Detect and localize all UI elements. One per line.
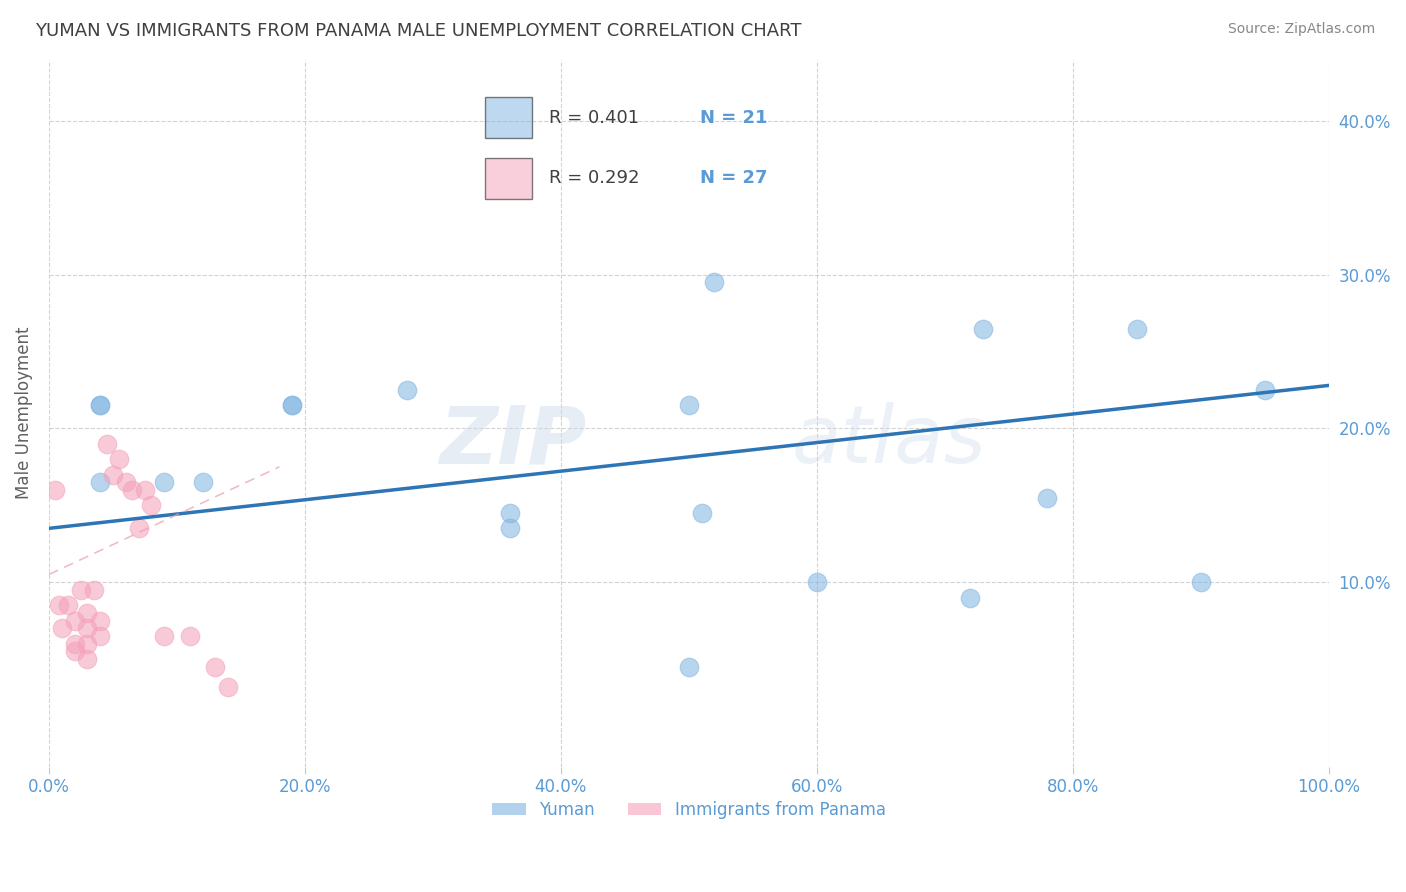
Point <box>89 398 111 412</box>
Point <box>703 276 725 290</box>
Point <box>83 582 105 597</box>
Point <box>89 629 111 643</box>
Point <box>806 575 828 590</box>
Point <box>499 521 522 535</box>
Point <box>204 659 226 673</box>
Text: R = 0.292: R = 0.292 <box>548 169 640 187</box>
Legend: Yuman, Immigrants from Panama: Yuman, Immigrants from Panama <box>485 794 893 825</box>
Point <box>76 637 98 651</box>
Point <box>101 467 124 482</box>
Point <box>63 637 86 651</box>
Point <box>678 659 700 673</box>
Point <box>76 606 98 620</box>
Point <box>217 680 239 694</box>
Point <box>108 452 131 467</box>
Point <box>141 498 163 512</box>
Text: N = 27: N = 27 <box>700 169 768 187</box>
Point <box>153 629 176 643</box>
Point <box>396 383 419 397</box>
Point <box>179 629 201 643</box>
Point <box>134 483 156 497</box>
Point <box>972 321 994 335</box>
Point <box>959 591 981 605</box>
Y-axis label: Male Unemployment: Male Unemployment <box>15 326 32 500</box>
Point <box>89 614 111 628</box>
Point <box>1254 383 1277 397</box>
Point <box>281 398 304 412</box>
FancyBboxPatch shape <box>485 158 531 199</box>
Point <box>70 582 93 597</box>
Point <box>96 437 118 451</box>
Text: atlas: atlas <box>792 402 986 481</box>
Point <box>56 598 79 612</box>
Point <box>191 475 214 490</box>
Text: R = 0.401: R = 0.401 <box>548 109 638 127</box>
Point <box>76 652 98 666</box>
Point <box>281 398 304 412</box>
Text: N = 21: N = 21 <box>700 109 768 127</box>
Point <box>51 621 73 635</box>
Point <box>121 483 143 497</box>
Point <box>89 398 111 412</box>
Text: Source: ZipAtlas.com: Source: ZipAtlas.com <box>1227 22 1375 37</box>
Point <box>678 398 700 412</box>
Point <box>76 621 98 635</box>
Point <box>690 506 713 520</box>
FancyBboxPatch shape <box>485 97 531 138</box>
Point <box>1189 575 1212 590</box>
Point <box>63 644 86 658</box>
Point <box>1126 321 1149 335</box>
Point <box>114 475 136 490</box>
Point <box>48 598 70 612</box>
Point <box>44 483 66 497</box>
Point <box>1036 491 1059 505</box>
Point <box>153 475 176 490</box>
Text: YUMAN VS IMMIGRANTS FROM PANAMA MALE UNEMPLOYMENT CORRELATION CHART: YUMAN VS IMMIGRANTS FROM PANAMA MALE UNE… <box>35 22 801 40</box>
Point <box>499 506 522 520</box>
Point <box>63 614 86 628</box>
Point <box>89 475 111 490</box>
Text: ZIP: ZIP <box>439 402 586 481</box>
Point <box>128 521 150 535</box>
